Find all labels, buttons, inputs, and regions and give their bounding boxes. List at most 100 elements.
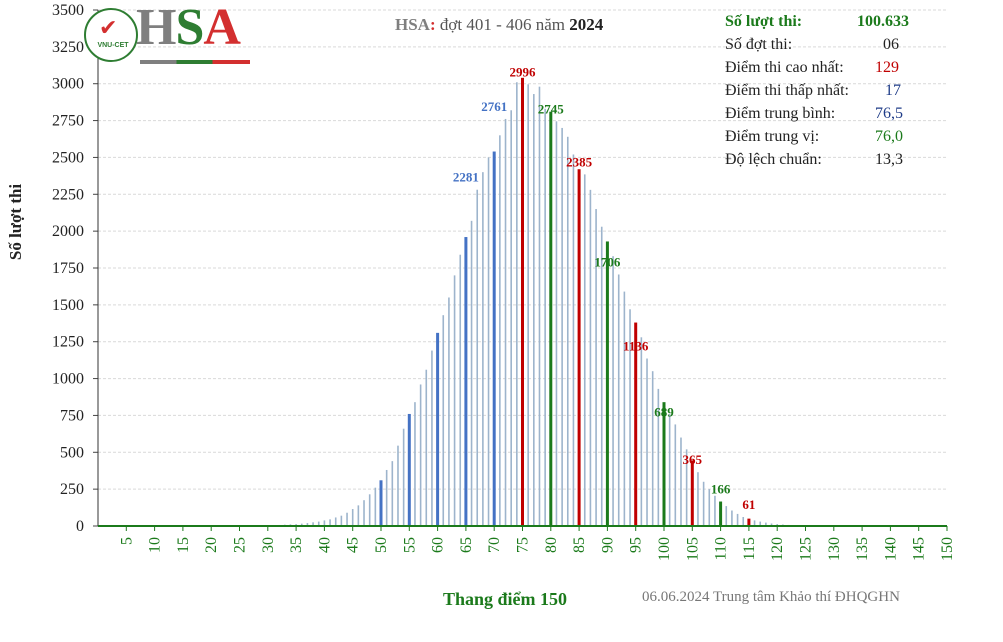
logo-underline [140,60,250,64]
bar [521,77,524,527]
bar [300,523,303,526]
bar [770,523,773,526]
bar [329,519,331,526]
logo-wordmark: HSA [136,0,241,56]
data-label: 2996 [510,64,537,79]
x-tick-label: 90 [599,537,616,553]
bar [402,428,405,526]
y-tick-label: 3250 [52,39,84,56]
y-tick-labels: 0 250 500 750 1000 1250 1500 1750 2000 2250 2500 27… [52,2,84,535]
bar [657,388,660,526]
bar [747,518,751,526]
bar [317,521,320,526]
x-tick-label: 80 [543,537,560,553]
data-label: 1136 [623,339,649,354]
bar [685,449,688,526]
x-tick-label: 55 [401,537,418,553]
y-tick-label: 500 [60,444,84,461]
x-tick-label: 150 [939,537,956,561]
bar [572,154,575,527]
stat-sd: Độ lệch chuẩn: 13,3 [725,151,903,168]
bar [340,515,343,526]
bar [736,513,739,526]
x-tick-label: 35 [288,537,305,553]
bar [549,111,553,527]
stat-rounds: Số đợt thi: 06 [725,36,899,53]
bar [482,172,484,526]
bar [702,481,705,526]
bar [612,256,614,526]
x-tick-label: 10 [147,537,164,553]
y-tick-label: 750 [60,407,84,424]
bar [561,127,563,526]
bar [374,487,377,526]
bar [566,136,569,526]
bar [436,332,440,526]
bar [577,169,581,527]
bar [731,510,733,526]
bar [759,521,762,526]
bar [391,461,394,526]
bar [516,82,518,527]
data-label: 2745 [538,101,565,116]
bar [368,494,371,526]
bar [690,460,694,526]
bar [595,209,597,526]
x-tick-label: 95 [628,537,645,553]
logo-subtitle: VNU-CET [97,42,129,49]
bar [492,151,496,526]
bar [397,445,399,526]
x-tick-labels: 5 10 15 20 25 30 35 40 45 50 55 60 65 70 75 80 85 90 95 100… [118,537,956,561]
data-label: 365 [683,452,703,467]
bar [605,241,609,526]
x-tick-label: 140 [882,537,899,561]
x-tick-label: 145 [911,537,928,561]
bar [464,237,468,527]
y-tick-label: 0 [76,518,84,535]
bar [357,505,360,526]
y-tick-label: 2000 [52,223,84,240]
y-tick-label: 1750 [52,260,84,277]
bar [544,108,546,526]
x-tick-label: 135 [854,537,871,561]
bar [555,121,558,527]
x-tick-label: 125 [798,537,815,561]
bar [312,522,314,526]
x-tick-label: 110 [713,537,730,560]
bar [442,315,445,526]
stat-min: Điểm thi thấp nhất: 17 [725,82,901,99]
bar [719,501,723,526]
bar [623,291,626,526]
y-tick-label: 3000 [52,76,84,93]
bar [646,358,648,526]
bar [351,509,354,526]
bar [363,500,365,526]
bar [431,350,433,526]
bar [407,413,411,526]
y-axis-title: Số lượt thi [6,184,25,261]
data-label: 1706 [594,254,621,269]
bar [725,506,728,526]
data-label: 2761 [481,99,507,114]
data-labels: 2281 2761 2996 2745 2385 1706 1136 689 365 166 61 [453,64,756,512]
bar [425,369,428,526]
bar [714,495,716,526]
data-label: 2385 [566,154,593,169]
x-tick-label: 65 [458,537,475,553]
bar [538,86,541,527]
bar [414,402,416,526]
x-tick-label: 130 [826,537,843,561]
y-tick-label: 3500 [52,2,84,19]
bar [470,220,473,526]
bar [453,275,456,526]
x-tick-label: 15 [175,537,192,553]
bar [527,84,529,526]
bar [765,522,767,526]
bar [640,337,643,526]
bar [487,157,490,526]
y-tick-label: 1250 [52,334,84,351]
bar [617,274,620,526]
y-tick-label: 1000 [52,371,84,388]
x-tick-label: 115 [741,537,758,560]
